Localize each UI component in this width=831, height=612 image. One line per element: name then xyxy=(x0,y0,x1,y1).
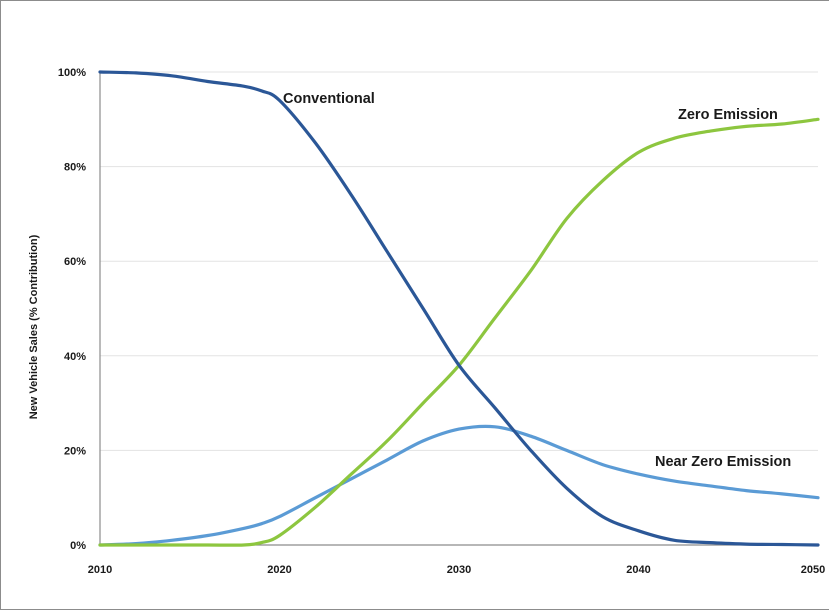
gridlines xyxy=(100,71,818,451)
axes xyxy=(99,72,818,546)
x-tick-label: 2020 xyxy=(267,564,291,576)
y-tick-label: 80% xyxy=(64,162,86,174)
x-tick-label: 2040 xyxy=(626,564,650,576)
x-tick-label: 2050 xyxy=(801,564,825,576)
series-line-conventional xyxy=(98,70,820,547)
y-axis-label: New Vehicle Sales (% Contribution) xyxy=(28,234,40,419)
series-line-zero-emission xyxy=(98,117,820,547)
series-lines xyxy=(98,70,820,547)
y-tick-label: 100% xyxy=(58,67,86,79)
x-tick-label: 2010 xyxy=(88,564,112,576)
x-tick-labels: 2010 2020 2030 2040 2050 xyxy=(88,564,825,576)
y-tick-label: 0% xyxy=(70,540,86,552)
y-tick-label: 40% xyxy=(64,351,86,363)
series-label-zero-emission: Zero Emission xyxy=(678,107,778,123)
series-label-near-zero-emission: Near Zero Emission xyxy=(655,454,791,470)
y-tick-label: 60% xyxy=(64,256,86,268)
x-tick-label: 2030 xyxy=(447,564,471,576)
series-label-conventional: Conventional xyxy=(283,91,375,107)
series-line-near-zero-emission xyxy=(98,424,820,547)
y-tick-labels: 0% 20% 40% 60% 80% 100% xyxy=(58,67,86,552)
y-tick-label: 20% xyxy=(64,445,86,457)
